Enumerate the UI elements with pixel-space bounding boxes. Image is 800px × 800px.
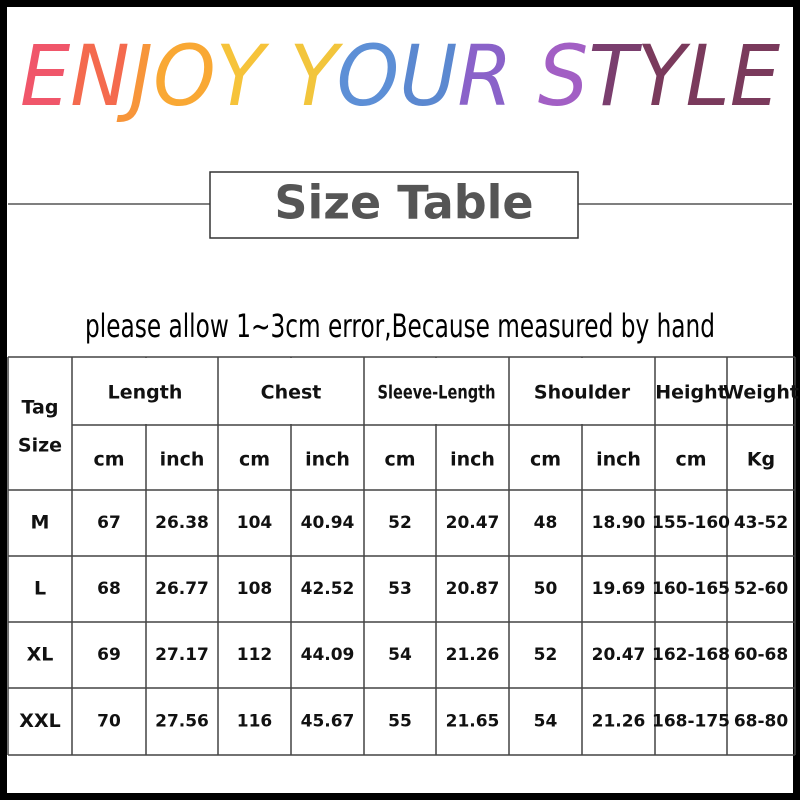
title: ENJOY YOUR STYLE bbox=[20, 27, 780, 125]
cell-value: 20.47 bbox=[446, 513, 500, 533]
cell-value: 21.65 bbox=[446, 712, 500, 732]
cell-value: 42.52 bbox=[301, 579, 355, 599]
cell-value: 168-175 bbox=[652, 712, 730, 732]
cell-bg bbox=[73, 358, 217, 424]
group-label: Sleeve-Length bbox=[378, 382, 496, 404]
unit-label: cm bbox=[530, 449, 561, 471]
cell-value: 45.67 bbox=[301, 712, 355, 732]
cell-value: 52-60 bbox=[734, 579, 789, 599]
cell-value: 68 bbox=[97, 579, 121, 599]
cell-value: 68-80 bbox=[734, 712, 789, 732]
unit-label: cm bbox=[384, 449, 415, 471]
cell-value: 20.47 bbox=[592, 645, 646, 665]
subtitle: Size Table bbox=[274, 176, 533, 230]
cell-value: 43-52 bbox=[734, 513, 788, 533]
cell-value: 27.56 bbox=[155, 712, 209, 732]
subtitle-box bbox=[209, 171, 579, 239]
cell-value: 50 bbox=[534, 579, 558, 599]
note: please allow 1~3cm error,Because measure… bbox=[85, 307, 715, 345]
cell-value: 55 bbox=[388, 712, 412, 732]
unit-label: inch bbox=[596, 449, 641, 471]
cell-value: 54 bbox=[534, 712, 558, 732]
group-label: Shoulder bbox=[534, 382, 631, 404]
size-label: XXL bbox=[19, 710, 60, 732]
cell-value: 70 bbox=[97, 712, 121, 732]
cell-value: 40.94 bbox=[301, 513, 355, 533]
unit-label: cm bbox=[239, 449, 270, 471]
size-label: L bbox=[34, 578, 46, 600]
cell-value: 155-160 bbox=[652, 513, 730, 533]
size-label: M bbox=[31, 512, 50, 534]
cell-bg bbox=[219, 358, 363, 424]
cell-bg bbox=[365, 358, 508, 424]
group-label: Height bbox=[655, 382, 727, 404]
cell-bg bbox=[510, 358, 654, 424]
cell-value: 44.09 bbox=[301, 645, 355, 665]
unit-label: inch bbox=[450, 449, 495, 471]
size-label: XL bbox=[27, 644, 54, 666]
cell-value: 53 bbox=[388, 579, 412, 599]
cell-value: 26.38 bbox=[155, 513, 209, 533]
cell-value: 27.17 bbox=[155, 645, 209, 665]
cell-value: 21.26 bbox=[446, 645, 500, 665]
corner-label: Tag bbox=[22, 397, 59, 419]
cell-value: 116 bbox=[237, 712, 273, 732]
cell-value: 18.90 bbox=[592, 513, 646, 533]
cell-value: 26.77 bbox=[155, 579, 209, 599]
cell-value: 21.26 bbox=[592, 712, 646, 732]
cell-value: 48 bbox=[534, 513, 558, 533]
cell-value: 54 bbox=[388, 645, 412, 665]
cell-value: 52 bbox=[534, 645, 558, 665]
cell-value: 112 bbox=[237, 645, 273, 665]
unit-label: inch bbox=[160, 449, 205, 471]
cell-value: 162-168 bbox=[652, 645, 730, 665]
cell-value: 104 bbox=[237, 513, 273, 533]
cell-value: 19.69 bbox=[592, 579, 646, 599]
cell-value: 52 bbox=[388, 513, 412, 533]
unit-label: cm bbox=[93, 449, 124, 471]
cell-value: 160-165 bbox=[652, 579, 730, 599]
cell-value: 69 bbox=[97, 645, 121, 665]
group-label: Weight bbox=[723, 382, 799, 404]
unit-label: cm bbox=[675, 449, 706, 471]
size-table: Tag Size Length cm inch Chest cm inch Sleeve-Len… bbox=[7, 356, 799, 756]
unit-label: inch bbox=[305, 449, 350, 471]
cell-value: 20.87 bbox=[446, 579, 500, 599]
group-label: Chest bbox=[261, 382, 322, 404]
unit-label: Kg bbox=[747, 449, 775, 471]
cell-value: 108 bbox=[237, 579, 273, 599]
cell-value: 60-68 bbox=[734, 645, 788, 665]
group-label: Length bbox=[108, 382, 183, 404]
cell-value: 67 bbox=[97, 513, 121, 533]
corner-label: Size bbox=[18, 435, 62, 457]
